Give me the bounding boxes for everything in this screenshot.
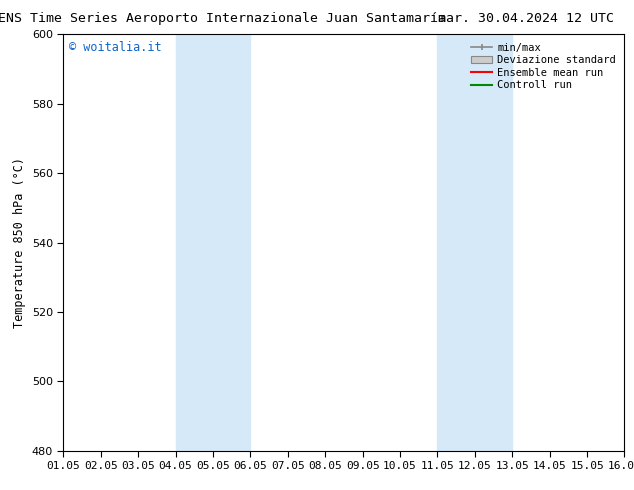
Bar — [437, 34, 512, 451]
Legend: min/max, Deviazione standard, Ensemble mean run, Controll run: min/max, Deviazione standard, Ensemble m… — [469, 40, 619, 94]
Text: © woitalia.it: © woitalia.it — [69, 41, 162, 53]
Text: ENS Time Series Aeroporto Internazionale Juan Santamaría: ENS Time Series Aeroporto Internazionale… — [0, 12, 446, 25]
Y-axis label: Temperature 850 hPa (°C): Temperature 850 hPa (°C) — [13, 157, 26, 328]
Text: mar. 30.04.2024 12 UTC: mar. 30.04.2024 12 UTC — [438, 12, 614, 25]
Bar — [176, 34, 250, 451]
